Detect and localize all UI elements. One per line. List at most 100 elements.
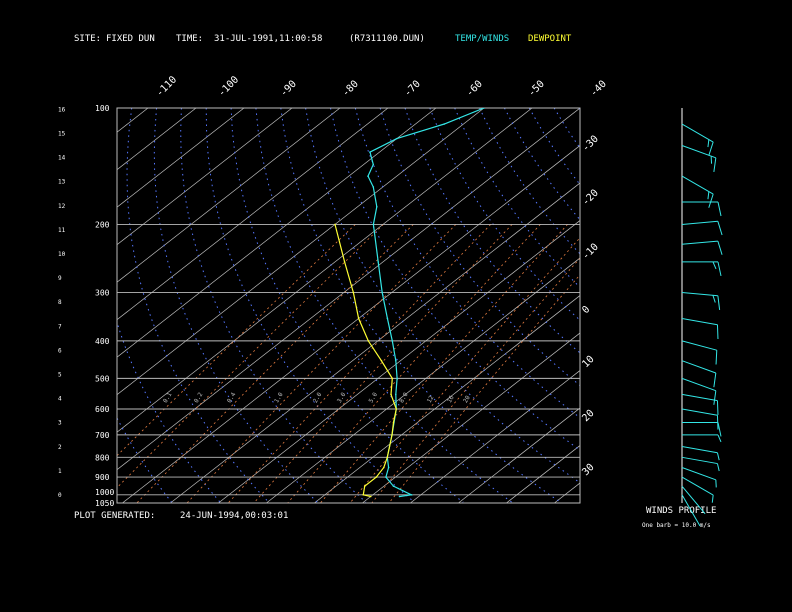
isotherm-line [0, 108, 100, 503]
dry-adiabat-line [330, 108, 580, 451]
winds-profile [681, 108, 723, 527]
dewpoint-series-point [375, 476, 378, 478]
isotherm-label-top: -80 [340, 79, 361, 100]
winds-profile-title: WINDS PROFILE [646, 506, 717, 516]
dewpoint-series-point [362, 494, 365, 496]
dry-adiabat-lines [117, 108, 580, 503]
isotherm-line [117, 108, 389, 321]
isotherm-label-right: 0 [580, 304, 592, 316]
wind-barb [681, 494, 701, 527]
pressure-label: 1050 [95, 499, 114, 508]
temperature-series-point [410, 494, 413, 496]
temperature-series-point [377, 261, 379, 263]
pressure-label: 1000 [95, 488, 114, 497]
temperature-series-point [394, 359, 397, 362]
site-value: FIXED DUN [106, 34, 155, 44]
wind-barb-feather [713, 157, 717, 173]
dewpoint-series-point [391, 434, 393, 436]
wind-barb [681, 485, 706, 515]
isotherm-line [117, 108, 485, 396]
wind-barb [681, 317, 718, 326]
dry-adiabat-line [528, 108, 580, 186]
wind-barb [681, 123, 714, 143]
temperature-series-point [395, 137, 398, 140]
height-km-label: 4 [58, 396, 62, 403]
isotherm-line [506, 445, 580, 503]
wind-barb-feather [715, 350, 718, 365]
mixing-ratio-line [186, 224, 457, 503]
mixing-ratio-label: 0.4 [226, 391, 238, 404]
pressure-label: 200 [95, 220, 110, 229]
mixing-ratio-label: 2.0 [312, 391, 324, 404]
mixing-ratio-label: 16 [446, 394, 456, 404]
pressure-lines [117, 223, 580, 496]
mixing-ratio-line [117, 224, 384, 489]
wind-barb [681, 377, 716, 392]
wind-barb [681, 476, 714, 496]
dewpoint-series-point [390, 393, 392, 396]
temperature-series-point [372, 223, 375, 226]
wind-barb [681, 467, 716, 481]
temperature-series-point [385, 476, 387, 478]
dewpoint-series-point [357, 317, 360, 320]
mixing-ratio-line [287, 224, 541, 503]
height-km-label: 15 [58, 131, 66, 138]
isotherm-line [170, 182, 580, 503]
pressure-label: 900 [95, 473, 110, 482]
isotherm-line [458, 407, 580, 503]
dry-adiabat-line [305, 108, 580, 484]
isotherm-label-top: -110 [154, 74, 179, 99]
height-km-label: 14 [58, 155, 66, 162]
file-name: (R7311100.DUN) [349, 34, 425, 44]
site-label: SITE: [74, 34, 102, 44]
height-km-label: 1 [58, 468, 62, 475]
isotherm-line [117, 108, 197, 171]
wind-barb [681, 175, 714, 195]
isotherm-label-right: 20 [580, 408, 596, 424]
height-km-label: 3 [58, 420, 62, 427]
height-km-label: 10 [58, 251, 66, 258]
temperature-series-point [396, 377, 398, 380]
wind-barb-feather [708, 193, 714, 208]
wind-barb [681, 445, 718, 454]
wind-barb [681, 456, 718, 465]
wind-barb [681, 145, 716, 159]
dewpoint-series-point [380, 359, 383, 362]
isotherm-line [554, 482, 580, 503]
wind-barb-feather [716, 400, 719, 415]
dewpoint-series-point [343, 261, 346, 263]
dewpoint-series-point [383, 466, 385, 469]
temperature-series-point [398, 495, 401, 498]
mixing-ratio-line [320, 224, 568, 503]
mixing-ratio-line [371, 257, 580, 503]
temperature-series-point [392, 485, 395, 487]
isotherm-label-right: 10 [580, 354, 596, 370]
isotherm-line [117, 108, 341, 283]
dewpoint-series-point [352, 291, 355, 294]
wind-barb [681, 240, 718, 245]
dry-adiabat-line [230, 108, 464, 503]
isotherm-line [410, 370, 580, 503]
time-value: 31-JUL-1991,11:00:58 [214, 34, 323, 44]
wind-barb-feather [712, 261, 717, 270]
wind-barb-feather [712, 295, 716, 303]
dry-adiabat-line [404, 108, 580, 354]
dewpoint-series-point [369, 495, 372, 498]
height-km-label: 16 [58, 106, 66, 113]
pressure-label: 100 [95, 104, 110, 113]
temperature-series-point [381, 291, 383, 294]
isotherm-label-top: -60 [464, 79, 485, 100]
wind-barb-feather [717, 201, 722, 217]
isotherm-line [117, 108, 293, 246]
height-km-label: 8 [58, 299, 62, 306]
temperature-series-point [376, 205, 378, 208]
isotherm-label-right: -20 [580, 188, 601, 209]
wind-barb-feather [707, 139, 710, 148]
height-km-label: 6 [58, 347, 62, 354]
pressure-label: 700 [95, 431, 110, 440]
isotherm-label-right: 30 [580, 462, 596, 478]
plot-generated-value: 24-JUN-1994,00:03:01 [180, 511, 289, 521]
dewpoint-series [334, 224, 397, 498]
dry-adiabat-line [126, 108, 270, 503]
dewpoint-series-point [391, 377, 394, 380]
